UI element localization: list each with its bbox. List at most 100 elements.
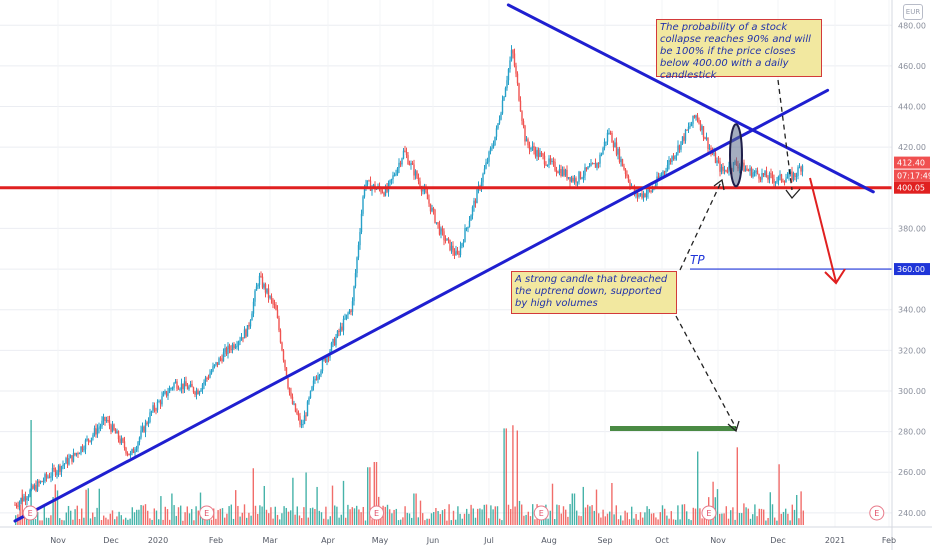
volume-bar [250, 515, 252, 525]
volume-bar [402, 517, 404, 525]
earnings-marker[interactable]: E [199, 505, 215, 521]
volume-bar [780, 513, 782, 525]
price-candle-body [779, 174, 781, 177]
price-candle-body [260, 275, 262, 277]
volume-bar [83, 517, 85, 525]
volume-bar [61, 519, 63, 525]
price-candle-body [273, 304, 276, 306]
price-candle-body [474, 200, 477, 204]
price-candle-body [266, 288, 268, 293]
earnings-marker[interactable]: E [701, 505, 717, 521]
price-candle-body [683, 136, 685, 141]
earnings-marker[interactable]: E [533, 505, 549, 521]
volume-bar [224, 517, 226, 525]
price-candle-body [800, 167, 802, 172]
volume-bar [248, 512, 250, 525]
price-candle-body [603, 141, 606, 149]
volume-bar [789, 520, 791, 525]
volume-bar [628, 519, 631, 525]
price-candle-body [153, 405, 156, 410]
volume-bar [239, 516, 241, 525]
volume-bar [241, 512, 243, 525]
volume-bar [386, 504, 389, 525]
collapse-annotation[interactable]: The probability of a stock collapse reac… [656, 19, 822, 81]
price-candle-body [338, 330, 340, 333]
volume-bar [529, 516, 532, 525]
volume-bar [265, 509, 268, 525]
price-candle-body [686, 129, 688, 131]
earnings-marker[interactable]: E [22, 505, 38, 521]
volume-bar [716, 489, 719, 525]
earnings-marker[interactable]: E [869, 505, 885, 521]
price-candle-body [56, 472, 58, 476]
price-candle-body [626, 174, 628, 177]
price-candle-body [411, 163, 414, 165]
price-candle-body [642, 193, 645, 198]
volume-bar [96, 507, 98, 525]
price-candle-body [558, 169, 561, 174]
price-candle-body [233, 344, 235, 348]
price-candle-body [348, 310, 351, 314]
price-candle-body [278, 318, 280, 331]
price-candle-body [597, 163, 600, 165]
price-candle-body [321, 360, 324, 371]
volume-bar [765, 520, 767, 525]
price-candle-body [647, 189, 649, 194]
price-candle-body [32, 485, 34, 489]
uptrend-trendline [13, 88, 830, 523]
breach-ellipse [729, 123, 743, 188]
price-candle-body [564, 169, 567, 176]
price-candle-body [261, 276, 264, 288]
volume-bar [692, 507, 694, 525]
earnings-marker-circle [199, 505, 215, 521]
volume-bar [734, 519, 736, 525]
y-tick-label: 420.00 [898, 143, 926, 152]
volume-bar [397, 520, 400, 525]
x-tick-label: Nov [710, 536, 726, 545]
volume-bar [721, 513, 723, 525]
price-candle-body [426, 192, 429, 200]
price-candle-body [95, 428, 97, 435]
volume-bar [48, 517, 50, 525]
price-candle-body [705, 137, 708, 140]
price-candle-body [81, 446, 84, 451]
volume-bar [650, 513, 653, 525]
volume-bar [771, 504, 774, 525]
breach-annotation[interactable]: A strong candle that breached the uptren… [511, 271, 677, 314]
volume-bar [30, 420, 32, 525]
volume-bar [217, 510, 219, 525]
volume-bar [664, 508, 666, 525]
price-candle-body [594, 163, 597, 168]
price-candle-body [476, 189, 478, 204]
earnings-marker[interactable]: E [369, 505, 385, 521]
price-candle-body [690, 123, 693, 127]
price-candle-body [33, 485, 36, 489]
price-candle-body [750, 168, 753, 177]
price-candle-body [107, 420, 109, 422]
price-candle-body [498, 119, 501, 124]
price-candle-body [785, 178, 787, 183]
price-candle-body [470, 215, 472, 221]
y-tick-label: 240.00 [898, 509, 926, 518]
volume-bar [327, 519, 329, 525]
price-candle-body [368, 180, 370, 182]
price-candle-body [783, 181, 786, 183]
price-candle-body [563, 169, 565, 176]
volume-bar [668, 518, 670, 525]
price-candle-body [500, 113, 502, 120]
projection-arrow-head [824, 268, 846, 285]
price-candle-body [224, 348, 226, 353]
drawing-lines[interactable]: TP [0, 3, 892, 523]
volume-bar [305, 472, 307, 525]
price-candle-body [689, 126, 691, 128]
x-tick-label: May [372, 536, 389, 545]
price-candle-body [236, 345, 238, 347]
price-candle-body [134, 450, 136, 453]
volume-bar [512, 425, 514, 525]
price-candle-body [53, 467, 55, 470]
price-candle-body [584, 167, 586, 176]
volume-bar [611, 483, 613, 525]
currency-badge[interactable]: EUR [903, 4, 923, 20]
